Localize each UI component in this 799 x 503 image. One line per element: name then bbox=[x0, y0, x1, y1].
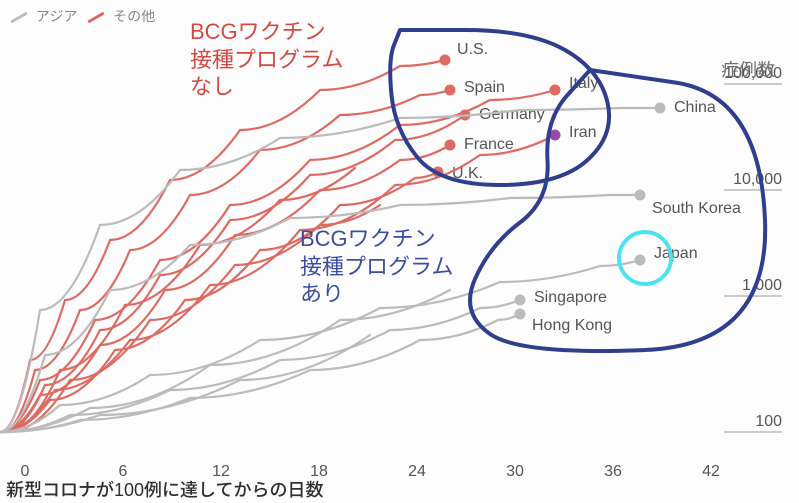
x-tick-label: 24 bbox=[408, 463, 426, 480]
legend-other-swatch bbox=[88, 11, 105, 23]
y-axis-title: 症例数 bbox=[721, 56, 775, 82]
series-dot-Spain bbox=[445, 85, 456, 96]
legend-other: その他 bbox=[87, 8, 155, 24]
series-label-France: France bbox=[464, 136, 514, 153]
series-asia-bg-1 bbox=[0, 290, 450, 432]
annotation-no-bcg: BCGワクチン 接種プログラム なし bbox=[190, 18, 343, 101]
legend-other-label: その他 bbox=[113, 8, 155, 24]
series-label-Hong Kong: Hong Kong bbox=[532, 317, 612, 334]
series-dot-Hong Kong bbox=[515, 309, 526, 320]
x-tick-label: 36 bbox=[604, 463, 622, 480]
x-tick-label: 42 bbox=[702, 463, 720, 480]
series-dot-China bbox=[655, 103, 666, 114]
series-dot-Japan bbox=[635, 255, 646, 266]
legend-asia-swatch bbox=[10, 11, 27, 23]
series-label-South Korea: South Korea bbox=[652, 200, 741, 217]
series-label-Spain: Spain bbox=[464, 79, 505, 96]
annotation-has-bcg: BCGワクチン 接種プログラム あり bbox=[300, 225, 453, 308]
x-tick-label: 30 bbox=[506, 463, 524, 480]
series-label-China: China bbox=[674, 99, 716, 116]
series-dot-South Korea bbox=[635, 190, 646, 201]
series-label-Iran: Iran bbox=[569, 124, 597, 141]
series-asia-bg-2 bbox=[2, 335, 370, 432]
series-label-Singapore: Singapore bbox=[534, 289, 607, 306]
series-label-U.S.: U.S. bbox=[457, 41, 488, 58]
y-tick-label: 1,000 bbox=[742, 277, 782, 294]
series-label-Japan: Japan bbox=[654, 245, 698, 262]
series-dot-U.S. bbox=[440, 55, 451, 66]
series-dot-Italy bbox=[550, 85, 561, 96]
legend-asia: アジア bbox=[10, 8, 81, 24]
series-dot-Singapore bbox=[515, 295, 526, 306]
series-dot-France bbox=[445, 140, 456, 151]
x-axis-title: 新型コロナが100例に達してからの日数 bbox=[6, 476, 324, 502]
legend: アジア その他 bbox=[10, 6, 161, 26]
legend-asia-label: アジア bbox=[36, 8, 77, 24]
y-tick-label: 100 bbox=[755, 413, 782, 430]
